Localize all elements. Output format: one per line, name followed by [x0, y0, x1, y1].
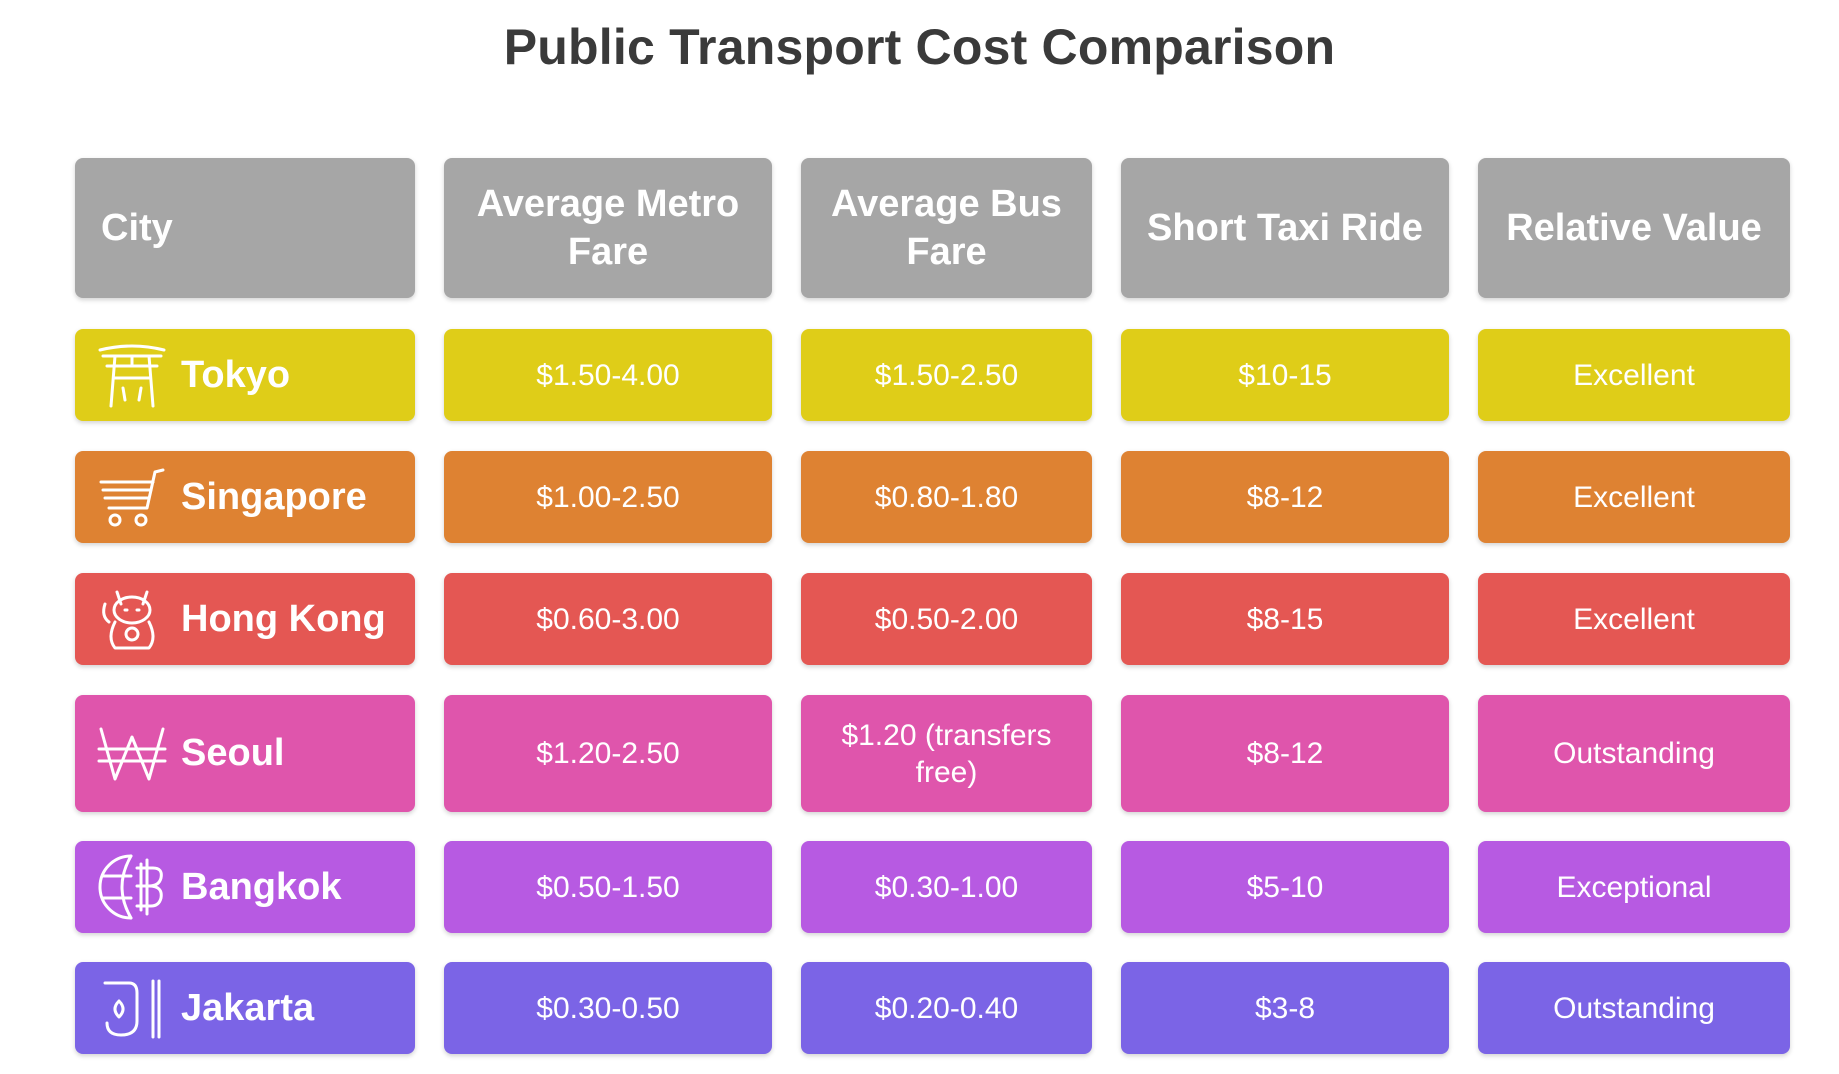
city-name: Tokyo: [181, 353, 291, 396]
shopping-cart-icon: [95, 460, 169, 534]
row-bangkok-bus: $0.30-1.00: [801, 841, 1092, 933]
baht-globe-icon: [95, 850, 169, 924]
row-jakarta-value: Outstanding: [1478, 962, 1790, 1054]
metro-fare: $1.00-2.50: [536, 480, 680, 514]
metro-fare: $1.20-2.50: [536, 737, 680, 770]
row-bangkok-metro: $0.50-1.50: [444, 841, 772, 933]
row-singapore-city: Singapore: [75, 451, 415, 543]
relative-value: Excellent: [1573, 602, 1695, 636]
city-name: Hong Kong: [181, 597, 386, 640]
bus-fare: $1.20 (transfers free): [841, 718, 1052, 789]
row-singapore-bus: $0.80-1.80: [801, 451, 1092, 543]
taxi-fare: $8-12: [1246, 480, 1324, 514]
taxi-fare: $8-12: [1246, 737, 1324, 770]
bus-fare: $0.20-0.40: [874, 991, 1019, 1025]
metro-fare: $0.50-1.50: [536, 870, 680, 904]
row-hong-kong-taxi: $8-15: [1121, 573, 1449, 665]
row-tokyo-taxi: $10-15: [1121, 329, 1449, 421]
row-seoul-taxi: $8-12: [1121, 695, 1449, 812]
relative-value: Outstanding: [1553, 737, 1715, 770]
bus-fare: $1.50-2.50: [874, 358, 1019, 392]
row-seoul-bus: $1.20 (transfers free): [801, 695, 1092, 812]
won-sign-icon: [95, 717, 169, 791]
row-seoul-value: Outstanding: [1478, 695, 1790, 812]
relative-value: Exceptional: [1556, 870, 1712, 904]
header-metro: Average Metro Fare: [444, 158, 772, 298]
taxi-fare: $10-15: [1238, 358, 1332, 392]
row-singapore-metro: $1.00-2.50: [444, 451, 772, 543]
row-jakarta-taxi: $3-8: [1121, 962, 1449, 1054]
page-title: Public Transport Cost Comparison: [503, 19, 1336, 75]
taxi-fare: $3-8: [1254, 991, 1316, 1025]
rupiah-sign-icon: [95, 971, 169, 1045]
taxi-fare: $8-15: [1246, 602, 1324, 636]
row-singapore-taxi: $8-12: [1121, 451, 1449, 543]
row-tokyo-value: Excellent: [1478, 329, 1790, 421]
lucky-cat-icon: [95, 582, 169, 656]
row-jakarta-bus: $0.20-0.40: [801, 962, 1092, 1054]
header-value: Relative Value: [1478, 158, 1790, 298]
bus-fare: $0.80-1.80: [874, 480, 1019, 514]
header-bus: Average Bus Fare: [801, 158, 1092, 298]
relative-value: Excellent: [1573, 480, 1695, 514]
city-name: Seoul: [181, 732, 285, 774]
row-jakarta-metro: $0.30-0.50: [444, 962, 772, 1054]
row-hong-kong-value: Excellent: [1478, 573, 1790, 665]
row-seoul-city: Seoul: [75, 695, 415, 812]
relative-value: Outstanding: [1553, 991, 1715, 1025]
row-hong-kong-metro: $0.60-3.00: [444, 573, 772, 665]
row-seoul-metro: $1.20-2.50: [444, 695, 772, 812]
metro-fare: $0.30-0.50: [536, 991, 680, 1025]
relative-value: Excellent: [1573, 358, 1695, 392]
city-name: Bangkok: [181, 865, 342, 908]
header-taxi: Short Taxi Ride: [1121, 158, 1449, 298]
header-city: City: [75, 158, 415, 298]
header-city-label: City: [101, 207, 173, 249]
city-name: Jakarta: [181, 986, 315, 1029]
metro-fare: $0.60-3.00: [536, 602, 680, 636]
row-tokyo-metro: $1.50-4.00: [444, 329, 772, 421]
taxi-fare: $5-10: [1246, 870, 1324, 904]
row-bangkok-taxi: $5-10: [1121, 841, 1449, 933]
metro-fare: $1.50-4.00: [536, 358, 680, 392]
row-tokyo-city: Tokyo: [75, 329, 415, 421]
bus-fare: $0.50-2.00: [874, 602, 1019, 636]
row-tokyo-bus: $1.50-2.50: [801, 329, 1092, 421]
header-taxi-label: Short Taxi Ride: [1147, 207, 1423, 249]
row-hong-kong-city: Hong Kong: [75, 573, 415, 665]
header-metro-label: Average Metro Fare: [476, 183, 740, 273]
torii-gate-icon: [95, 338, 169, 412]
row-singapore-value: Excellent: [1478, 451, 1790, 543]
header-bus-label: Average Bus Fare: [831, 183, 1062, 273]
bus-fare: $0.30-1.00: [874, 870, 1019, 904]
row-jakarta-city: Jakarta: [75, 962, 415, 1054]
city-name: Singapore: [181, 475, 367, 518]
row-bangkok-city: Bangkok: [75, 841, 415, 933]
row-bangkok-value: Exceptional: [1478, 841, 1790, 933]
header-value-label: Relative Value: [1506, 207, 1762, 249]
row-hong-kong-bus: $0.50-2.00: [801, 573, 1092, 665]
